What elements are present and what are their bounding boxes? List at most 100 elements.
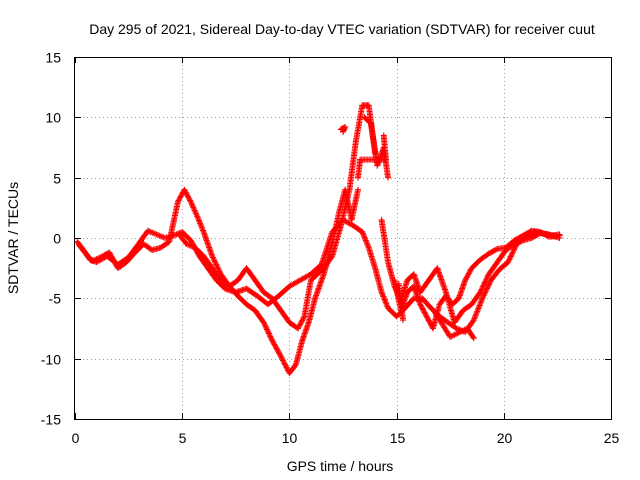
- data-point: [419, 305, 426, 312]
- data-point: [380, 293, 387, 300]
- data-point: [178, 192, 185, 199]
- data-point: [363, 238, 370, 245]
- data-point: [270, 340, 277, 347]
- data-point: [182, 189, 189, 196]
- data-point: [107, 250, 114, 257]
- data-point: [294, 325, 301, 332]
- data-point: [383, 302, 390, 309]
- data-point: [473, 311, 480, 318]
- x-axis-label: GPS time / hours: [287, 458, 394, 474]
- data-point: [427, 320, 434, 327]
- data-point: [192, 210, 199, 217]
- data-point: [274, 346, 281, 353]
- y-tick-label: 5: [53, 171, 61, 187]
- data-point: [417, 301, 424, 308]
- data-point: [269, 338, 276, 345]
- data-point: [111, 258, 118, 265]
- data-point: [107, 252, 114, 259]
- data-point: [213, 262, 220, 269]
- data-point: [188, 238, 195, 245]
- data-point: [279, 356, 286, 363]
- data-point: [193, 211, 200, 218]
- data-point: [391, 283, 398, 290]
- data-point: [276, 350, 283, 357]
- data-point: [183, 190, 190, 197]
- data-point: [481, 279, 488, 286]
- data-point: [192, 208, 199, 215]
- x-tick-label: 10: [282, 430, 298, 446]
- data-point: [269, 337, 276, 344]
- grid-layer: [75, 57, 611, 419]
- data-point: [328, 254, 335, 261]
- data-point: [265, 329, 272, 336]
- data-point: [480, 293, 487, 300]
- data-point: [267, 333, 274, 340]
- data-point: [472, 312, 479, 319]
- data-point: [483, 276, 490, 283]
- data-point: [506, 256, 513, 263]
- data-point: [359, 230, 366, 237]
- data-point: [261, 322, 268, 329]
- data-point: [146, 228, 153, 235]
- data-point: [454, 330, 461, 337]
- data-point: [195, 217, 202, 224]
- data-point: [474, 306, 481, 313]
- data-point: [362, 237, 369, 244]
- data-point: [453, 325, 460, 332]
- data-point: [198, 223, 205, 230]
- data-point: [483, 275, 490, 282]
- data-point: [212, 260, 219, 267]
- data-point: [198, 224, 205, 231]
- data-point: [460, 327, 467, 334]
- x-tick-label: 0: [72, 430, 80, 446]
- tick-layer: 0 5 10 15 20 25 15 10 5 0 -5 -10 -15: [41, 50, 620, 447]
- data-point: [173, 231, 180, 238]
- data-point: [282, 363, 289, 370]
- data-point: [392, 286, 399, 293]
- series-track-c: [177, 102, 563, 332]
- data-points-layer: [74, 102, 563, 377]
- data-point: [298, 318, 305, 325]
- data-point: [470, 317, 477, 324]
- data-point: [190, 206, 197, 213]
- data-point: [90, 257, 97, 264]
- data-point: [381, 296, 388, 303]
- data-point: [477, 299, 484, 306]
- data-point: [188, 200, 195, 207]
- data-point: [199, 226, 206, 233]
- data-point: [186, 196, 193, 203]
- data-point: [297, 320, 304, 327]
- data-point: [425, 316, 432, 323]
- y-tick-label: 15: [45, 50, 61, 66]
- data-point: [194, 214, 201, 221]
- data-point: [475, 305, 482, 312]
- data-point: [372, 150, 379, 157]
- data-point: [476, 302, 483, 309]
- data-point: [465, 271, 472, 278]
- data-point: [291, 362, 298, 369]
- data-point: [361, 233, 368, 240]
- data-point: [382, 297, 389, 304]
- data-point: [177, 194, 184, 201]
- data-point: [267, 334, 274, 341]
- data-point: [94, 255, 101, 262]
- data-point: [147, 228, 154, 235]
- data-point: [156, 232, 163, 239]
- data-point: [417, 302, 424, 309]
- data-point: [93, 256, 100, 263]
- data-point: [194, 213, 201, 220]
- data-point: [517, 238, 524, 245]
- data-point: [109, 256, 116, 263]
- data-point: [282, 361, 289, 368]
- data-point: [382, 299, 389, 306]
- data-point: [187, 197, 194, 204]
- data-point: [209, 254, 216, 261]
- data-point: [505, 257, 512, 264]
- data-point: [426, 318, 433, 325]
- data-point: [299, 317, 306, 324]
- data-point: [92, 256, 99, 263]
- data-point: [448, 333, 455, 340]
- data-point: [109, 254, 116, 261]
